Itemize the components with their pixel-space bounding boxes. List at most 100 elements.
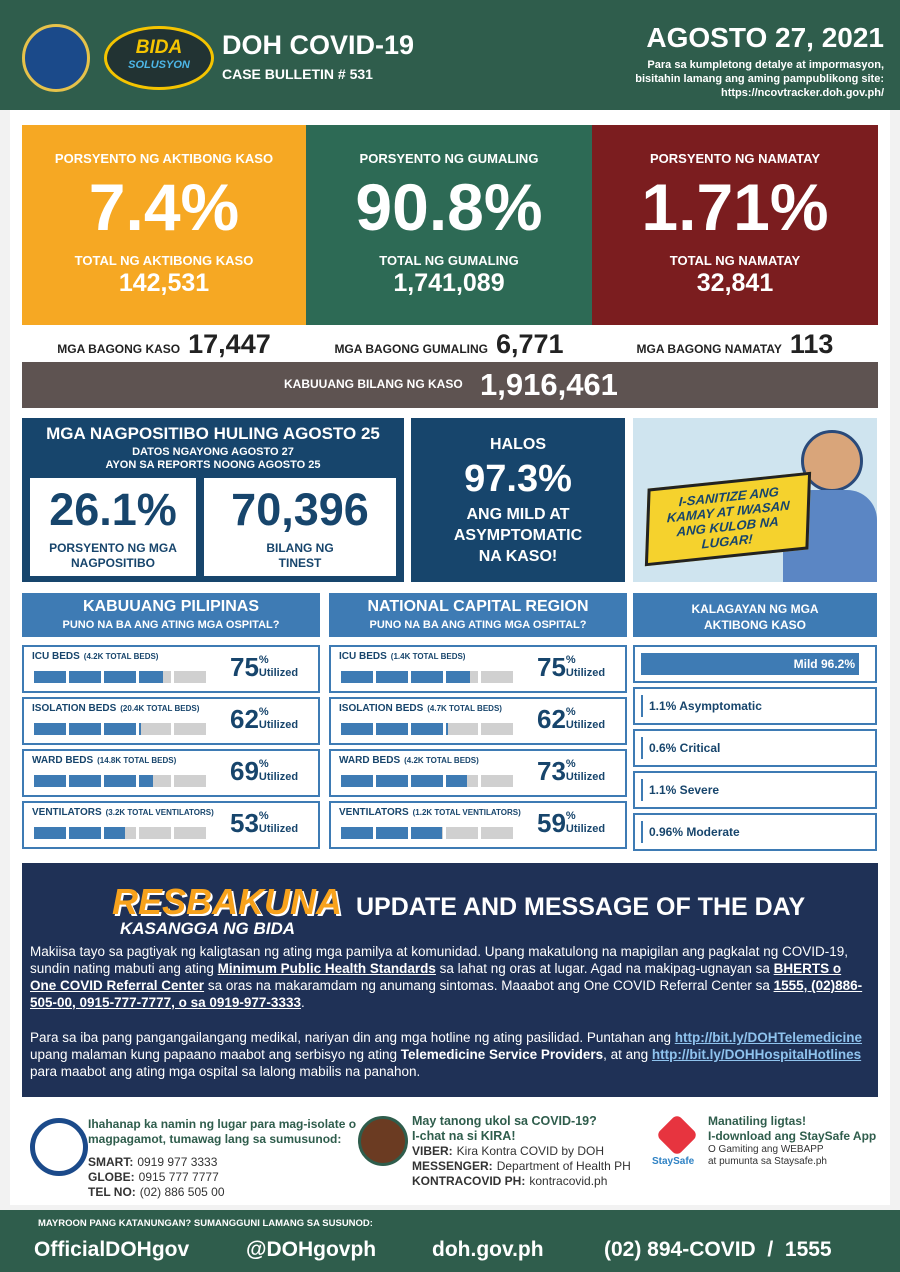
region-header: NATIONAL CAPITAL REGION PUNO NA BA ANG AT… (329, 593, 627, 637)
capacity-label: VENTILATORS (3.2K TOTAL VENTILATORS) (32, 807, 214, 818)
card-total-label: TOTAL NG AKTIBONG KASO (74, 253, 254, 268)
capacity-label: ISOLATION BEDS (20.4K TOTAL BEDS) (32, 703, 199, 714)
capacity-fill (34, 671, 163, 683)
contact-label: MESSENGER: (412, 1159, 493, 1173)
utilization-value: 69 (230, 756, 259, 786)
positivity-box: MGA NAGPOSITIBO HULING AGOSTO 25 DATOS NG… (22, 418, 404, 582)
text-segment: para maabot ang ating mga ospital sa lal… (30, 1064, 421, 1079)
capacity-name: VENTILATORS (32, 807, 102, 818)
utilization-suffix: % Utilized (566, 706, 605, 732)
capacity-note: (1.4K TOTAL BEDS) (390, 652, 466, 661)
contact-value: 0919 977 3333 (137, 1155, 218, 1169)
note-line: Para sa kumpletong detalye at impormasyo… (647, 59, 884, 71)
track-segment (174, 827, 206, 839)
link[interactable]: http://bit.ly/DOHHospitalHotlines (651, 1047, 862, 1062)
isolation-logo (30, 1118, 88, 1176)
card-percent: 90.8% (355, 170, 543, 244)
contact-line: TEL NO: (02) 886 505 00 (88, 1185, 356, 1200)
capacity-track (34, 775, 206, 787)
capacity-row: WARD BEDS (14.8K TOTAL BEDS) 69% Utilized (22, 749, 320, 797)
capacity-fill (34, 775, 153, 787)
update-paragraph: Makiisa tayo sa pagtiyak ng kaligtasan n… (30, 943, 870, 1011)
status-text: 1.1% Severe (649, 783, 720, 797)
footer-item[interactable]: OfficialDOHgov (34, 1238, 190, 1261)
spacer (88, 1147, 356, 1155)
footer-item[interactable]: (02) 894-COVID / 1555 (604, 1238, 832, 1261)
status-row: 1.1% Severe (633, 771, 877, 809)
contact-line: KONTRACOVID PH: kontracovid.ph (412, 1174, 631, 1189)
note-line: bisitahin lamang ang aming pampublikong … (635, 73, 884, 85)
utilization-value: 75 (537, 652, 566, 682)
track-segment (174, 775, 206, 787)
utilization: 73% Utilized (537, 756, 605, 787)
capacity-note: (3.2K TOTAL VENTILATORS) (105, 808, 214, 817)
utilization: 69% Utilized (230, 756, 298, 787)
utilization: 53% Utilized (230, 808, 298, 839)
track-segment (481, 775, 513, 787)
card-percent: 7.4% (88, 170, 240, 244)
capacity-name: WARD BEDS (339, 755, 401, 766)
new-cases: MGA BAGONG KASO 17,447 (22, 329, 306, 360)
utilization-value: 75 (230, 652, 259, 682)
utilization: 59% Utilized (537, 808, 605, 839)
footer-item[interactable]: @DOHgovph (246, 1238, 377, 1261)
text-segment: 1555, (02)886-505-00, 0915-777-7777, o s… (30, 978, 863, 1010)
text-segment: Para sa iba pang pangangailangang medika… (30, 1030, 675, 1045)
capacity-fill (341, 775, 467, 787)
utilization-suffix: % Utilized (259, 810, 298, 836)
contact-value: Department of Health PH (496, 1159, 631, 1173)
utilization-value: 59 (537, 808, 566, 838)
card-total: 1,741,089 (393, 269, 505, 297)
capacity-fill (341, 827, 443, 839)
contact-label: GLOBE: (88, 1170, 135, 1184)
status-row: 0.96% Moderate (633, 813, 877, 851)
status-text: 0.96% Moderate (649, 825, 740, 839)
capacity-track (341, 775, 513, 787)
capacity-fill (341, 671, 470, 683)
utilization-suffix: % Utilized (259, 758, 298, 784)
contact-intro: I-chat na si KIRA! (412, 1129, 516, 1143)
region-header: KABUUANG PILIPINAS PUNO NA BA ANG ATING M… (22, 593, 320, 637)
track-segment (139, 723, 171, 735)
total-value: 1,916,461 (480, 367, 618, 402)
capacity-row: ISOLATION BEDS (4.7K TOTAL BEDS) 62% Utiliz… (329, 697, 627, 745)
logo-text: BIDA (135, 37, 183, 58)
logo-text: SOLUSYON (128, 59, 190, 71)
status-text: Mild 96.2% (793, 657, 855, 671)
track-segment (481, 671, 513, 683)
new-label: MGA BAGONG NAMATAY (636, 342, 782, 356)
utilization: 75% Utilized (537, 652, 605, 683)
region-title: KABUUANG PILIPINAS (82, 598, 259, 615)
link[interactable]: http://bit.ly/DOHTelemedicine (674, 1030, 863, 1045)
capacity-note: (1.2K TOTAL VENTILATORS) (412, 808, 521, 817)
track-segment (139, 827, 171, 839)
update-box: RESBAKUNA KASANGGA NG BIDA UPDATE AND MESS… (22, 863, 878, 1097)
positivity-card: 70,396 BILANG NG TINEST (204, 478, 396, 576)
track-segment (174, 671, 206, 683)
text-segment: Telemedicine Service Providers (400, 1047, 604, 1062)
capacity-row: ISOLATION BEDS (20.4K TOTAL BEDS) 62% Utili… (22, 697, 320, 745)
new-label: MGA BAGONG GUMALING (334, 342, 488, 356)
contact-line: MESSENGER: Department of Health PH (412, 1159, 631, 1174)
contact-value: 0915 777 7777 (138, 1170, 219, 1184)
contact-line: SMART: 0919 977 3333 (88, 1155, 356, 1170)
url[interactable]: https://ncovtracker.doh.gov.ph/ (721, 87, 884, 99)
region-subtitle: PUNO NA BA ANG ATING MGA OSPITAL? (369, 619, 587, 631)
mild-value: 97.3% (464, 458, 572, 500)
card-label: PORSYENTO NG GUMALING (359, 151, 539, 166)
summary-card: PORSYENTO NG NAMATAY 1.71% TOTAL NG NAMATA… (592, 125, 878, 325)
capacity-note: (14.8K TOTAL BEDS) (97, 756, 177, 765)
footer: MAYROON PANG KATANUNGAN? SUMANGGUNI LAMA… (0, 1210, 900, 1272)
utilization-suffix: % Utilized (566, 810, 605, 836)
utilized-label: Utilized (565, 771, 606, 783)
mild-text: ANG MILD AT (466, 506, 570, 523)
utilization-value: 62 (230, 704, 259, 734)
new-cases: MGA BAGONG GUMALING 6,771 (306, 329, 592, 360)
contact-column: Manatiling ligtas! I-download ang StaySaf… (708, 1114, 876, 1168)
contact-label: SMART: (88, 1155, 134, 1169)
status-row: 1.1% Asymptomatic (633, 687, 877, 725)
contact-line: VIBER: Kira Kontra COVID by DOH (412, 1144, 631, 1159)
footer-item[interactable]: doh.gov.ph (432, 1238, 544, 1261)
track-segment (446, 723, 478, 735)
footer-label: MAYROON PANG KATANUNGAN? SUMANGGUNI LAMA… (38, 1218, 373, 1229)
